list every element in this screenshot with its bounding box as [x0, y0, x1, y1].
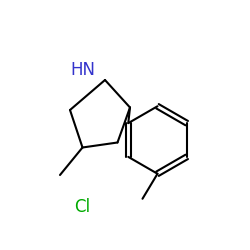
Text: Cl: Cl: [74, 198, 90, 216]
Text: HN: HN: [70, 61, 95, 79]
